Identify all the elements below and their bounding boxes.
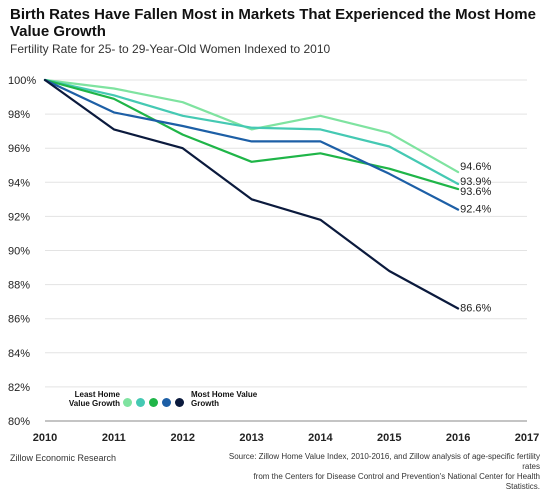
y-tick-label: 84%	[8, 348, 30, 360]
y-tick-label: 88%	[8, 280, 30, 292]
chart-title: Birth Rates Have Fallen Most in Markets …	[10, 6, 536, 40]
y-tick-label: 86%	[8, 314, 30, 326]
legend-dot-3	[149, 398, 158, 407]
end-label-4: 92.4%	[460, 204, 491, 216]
x-tick-label: 2017	[515, 432, 539, 444]
end-label-2: 93.9%	[460, 176, 491, 188]
footer-source: Source: Zillow Home Value Index, 2010-20…	[220, 452, 540, 492]
series-line-2	[43, 78, 460, 186]
x-tick-label: 2016	[446, 432, 470, 444]
legend-dot-4	[162, 398, 171, 407]
y-tick-label: 98%	[8, 109, 30, 121]
y-tick-label: 100%	[8, 75, 36, 87]
y-tick-label: 96%	[8, 143, 30, 155]
end-label-5: 86.6%	[460, 302, 491, 314]
series-line-1	[43, 78, 460, 174]
series-line-5	[43, 78, 460, 310]
x-tick-label: 2012	[170, 432, 194, 444]
footer-credit: Zillow Economic Research	[10, 453, 117, 463]
y-tick-label: 92%	[8, 211, 30, 223]
y-tick-label: 90%	[8, 246, 30, 258]
y-tick-label: 82%	[8, 382, 30, 394]
legend-dot-1	[123, 398, 132, 407]
end-label-3: 93.6%	[460, 186, 491, 198]
legend-right-label: Most Home Value Growth	[191, 390, 258, 408]
series-line-3	[43, 78, 460, 191]
source-line-1: Source: Zillow Home Value Index, 2010-20…	[228, 452, 540, 471]
y-tick-label: 80%	[8, 416, 30, 428]
line-chart: 100% 98% 96% 94% 92% 90% 88% 86% 84% 82% 80%2010 20…	[8, 75, 539, 444]
legend-dot-2	[136, 398, 145, 407]
chart-subtitle: Fertility Rate for 25- to 29-Year-Old Wo…	[10, 42, 331, 56]
legend-dot-5	[175, 398, 184, 407]
source-line-2: from the Centers for Disease Control and…	[253, 472, 540, 491]
x-tick-label: 2015	[377, 432, 401, 444]
x-tick-label: 2013	[239, 432, 263, 444]
series-line-4	[43, 78, 460, 211]
end-label-1: 94.6%	[460, 161, 491, 173]
y-tick-label: 94%	[8, 177, 30, 189]
x-tick-label: 2014	[308, 432, 333, 444]
legend-left-label: Least Home Value Growth	[68, 390, 120, 408]
x-tick-label: 2010	[33, 432, 57, 444]
x-tick-label: 2011	[102, 432, 126, 444]
